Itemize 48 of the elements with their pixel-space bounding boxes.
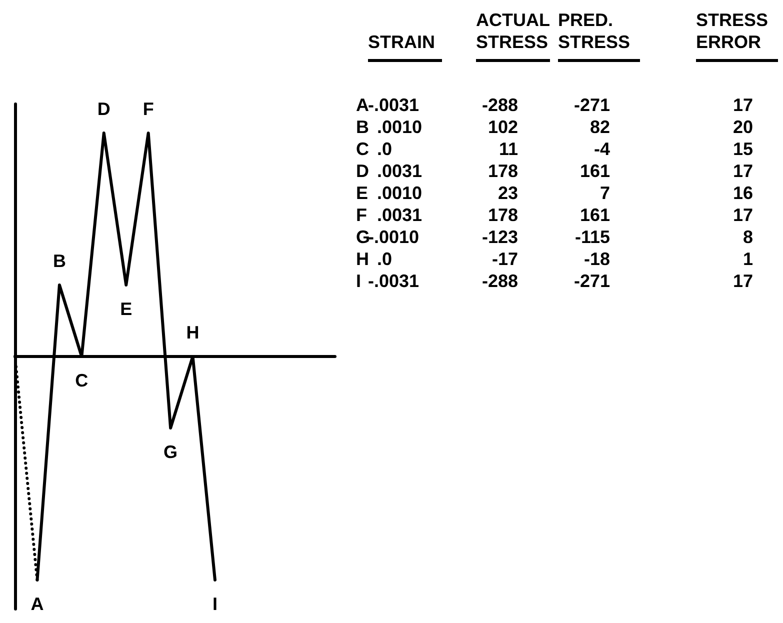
data-label: 161 (578, 204, 611, 226)
category-label: B (356, 116, 369, 138)
data-label: -288 (480, 94, 519, 116)
data-label: -123 (480, 226, 519, 248)
data-label: 15 (732, 138, 754, 160)
category-label: G (356, 226, 370, 248)
text: PRED. STRESS (558, 9, 632, 53)
data-label: 161 (578, 160, 611, 182)
data-label: 16 (732, 182, 754, 204)
data-label: 17 (732, 160, 754, 182)
data-label: 23 (496, 182, 519, 204)
data-label: .0010 (376, 182, 424, 204)
data-label: 17 (732, 270, 754, 292)
data-label: -18 (582, 248, 611, 270)
text: ACTUAL STRESS (476, 9, 550, 53)
data-label: -.0010 (368, 226, 420, 248)
data-label: .0 (376, 248, 394, 270)
category-label: E (356, 182, 368, 204)
data-label: -17 (490, 248, 519, 270)
data-label: .0031 (376, 204, 424, 226)
data-label: -115 (574, 226, 611, 248)
data-label: 178 (486, 204, 519, 226)
data-label: 82 (588, 116, 611, 138)
data-label: 17 (732, 94, 754, 116)
data-label: -271 (572, 270, 611, 292)
data-label: 11 (498, 138, 519, 160)
data-label: -.0031 (368, 270, 420, 292)
category-label: F (356, 204, 368, 226)
data-label: .0010 (376, 116, 424, 138)
category-label: I (356, 270, 362, 292)
text: STRAIN (368, 31, 436, 53)
data-label: .0 (376, 138, 394, 160)
category-label: H (356, 248, 369, 270)
data-label: 8 (742, 226, 754, 248)
data-label: 1 (742, 248, 754, 270)
data-label: -4 (592, 138, 611, 160)
data-label: 17 (732, 204, 754, 226)
data-label: -288 (480, 270, 519, 292)
text: STRESS ERROR (696, 9, 770, 53)
category-label: C (356, 138, 369, 160)
data-label: -271 (572, 94, 611, 116)
data-label: 178 (486, 160, 519, 182)
data-label: -.0031 (368, 94, 420, 116)
data-label: 102 (486, 116, 519, 138)
data-label: 20 (732, 116, 754, 138)
data-label: 7 (598, 182, 611, 204)
data-label: .0031 (376, 160, 424, 182)
category-label: D (356, 160, 369, 182)
